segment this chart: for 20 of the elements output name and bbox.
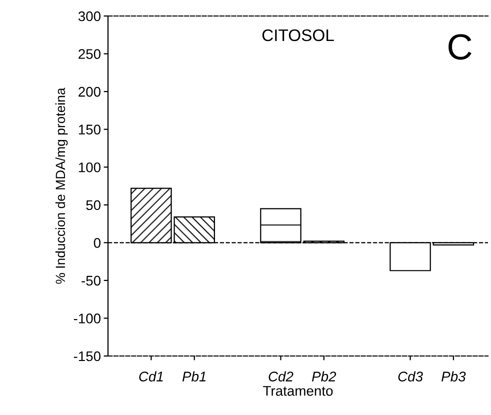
y-tick-label: 300 [78,11,101,22]
x-axis-title: Tratamento [263,386,333,396]
x-tick-label: Cd1 [139,371,163,382]
y-tick-label: -50 [82,276,101,286]
y-tick-label: 50 [86,200,101,210]
x-tick-label: Pb3 [442,371,466,382]
y-tick-label: -100 [74,314,101,324]
y-tick-label: 0 [94,238,101,248]
text: CITOSOL [262,29,334,42]
y-tick-label: 100 [78,162,101,172]
annotation: C [448,34,472,60]
x-tick-label: Pb1 [182,371,206,382]
y-tick-label: 250 [78,49,101,59]
y-tick-label: 150 [78,124,101,135]
y-tick-label: -150 [74,351,101,362]
y-axis-title: % Induccion de MDA/mg proteina [55,88,68,284]
x-tick-label: Cd3 [398,371,423,382]
x-tick-label: Cd2 [268,371,294,382]
x-tick-label: Pb2 [312,371,336,382]
y-tick-label: 200 [78,86,101,97]
